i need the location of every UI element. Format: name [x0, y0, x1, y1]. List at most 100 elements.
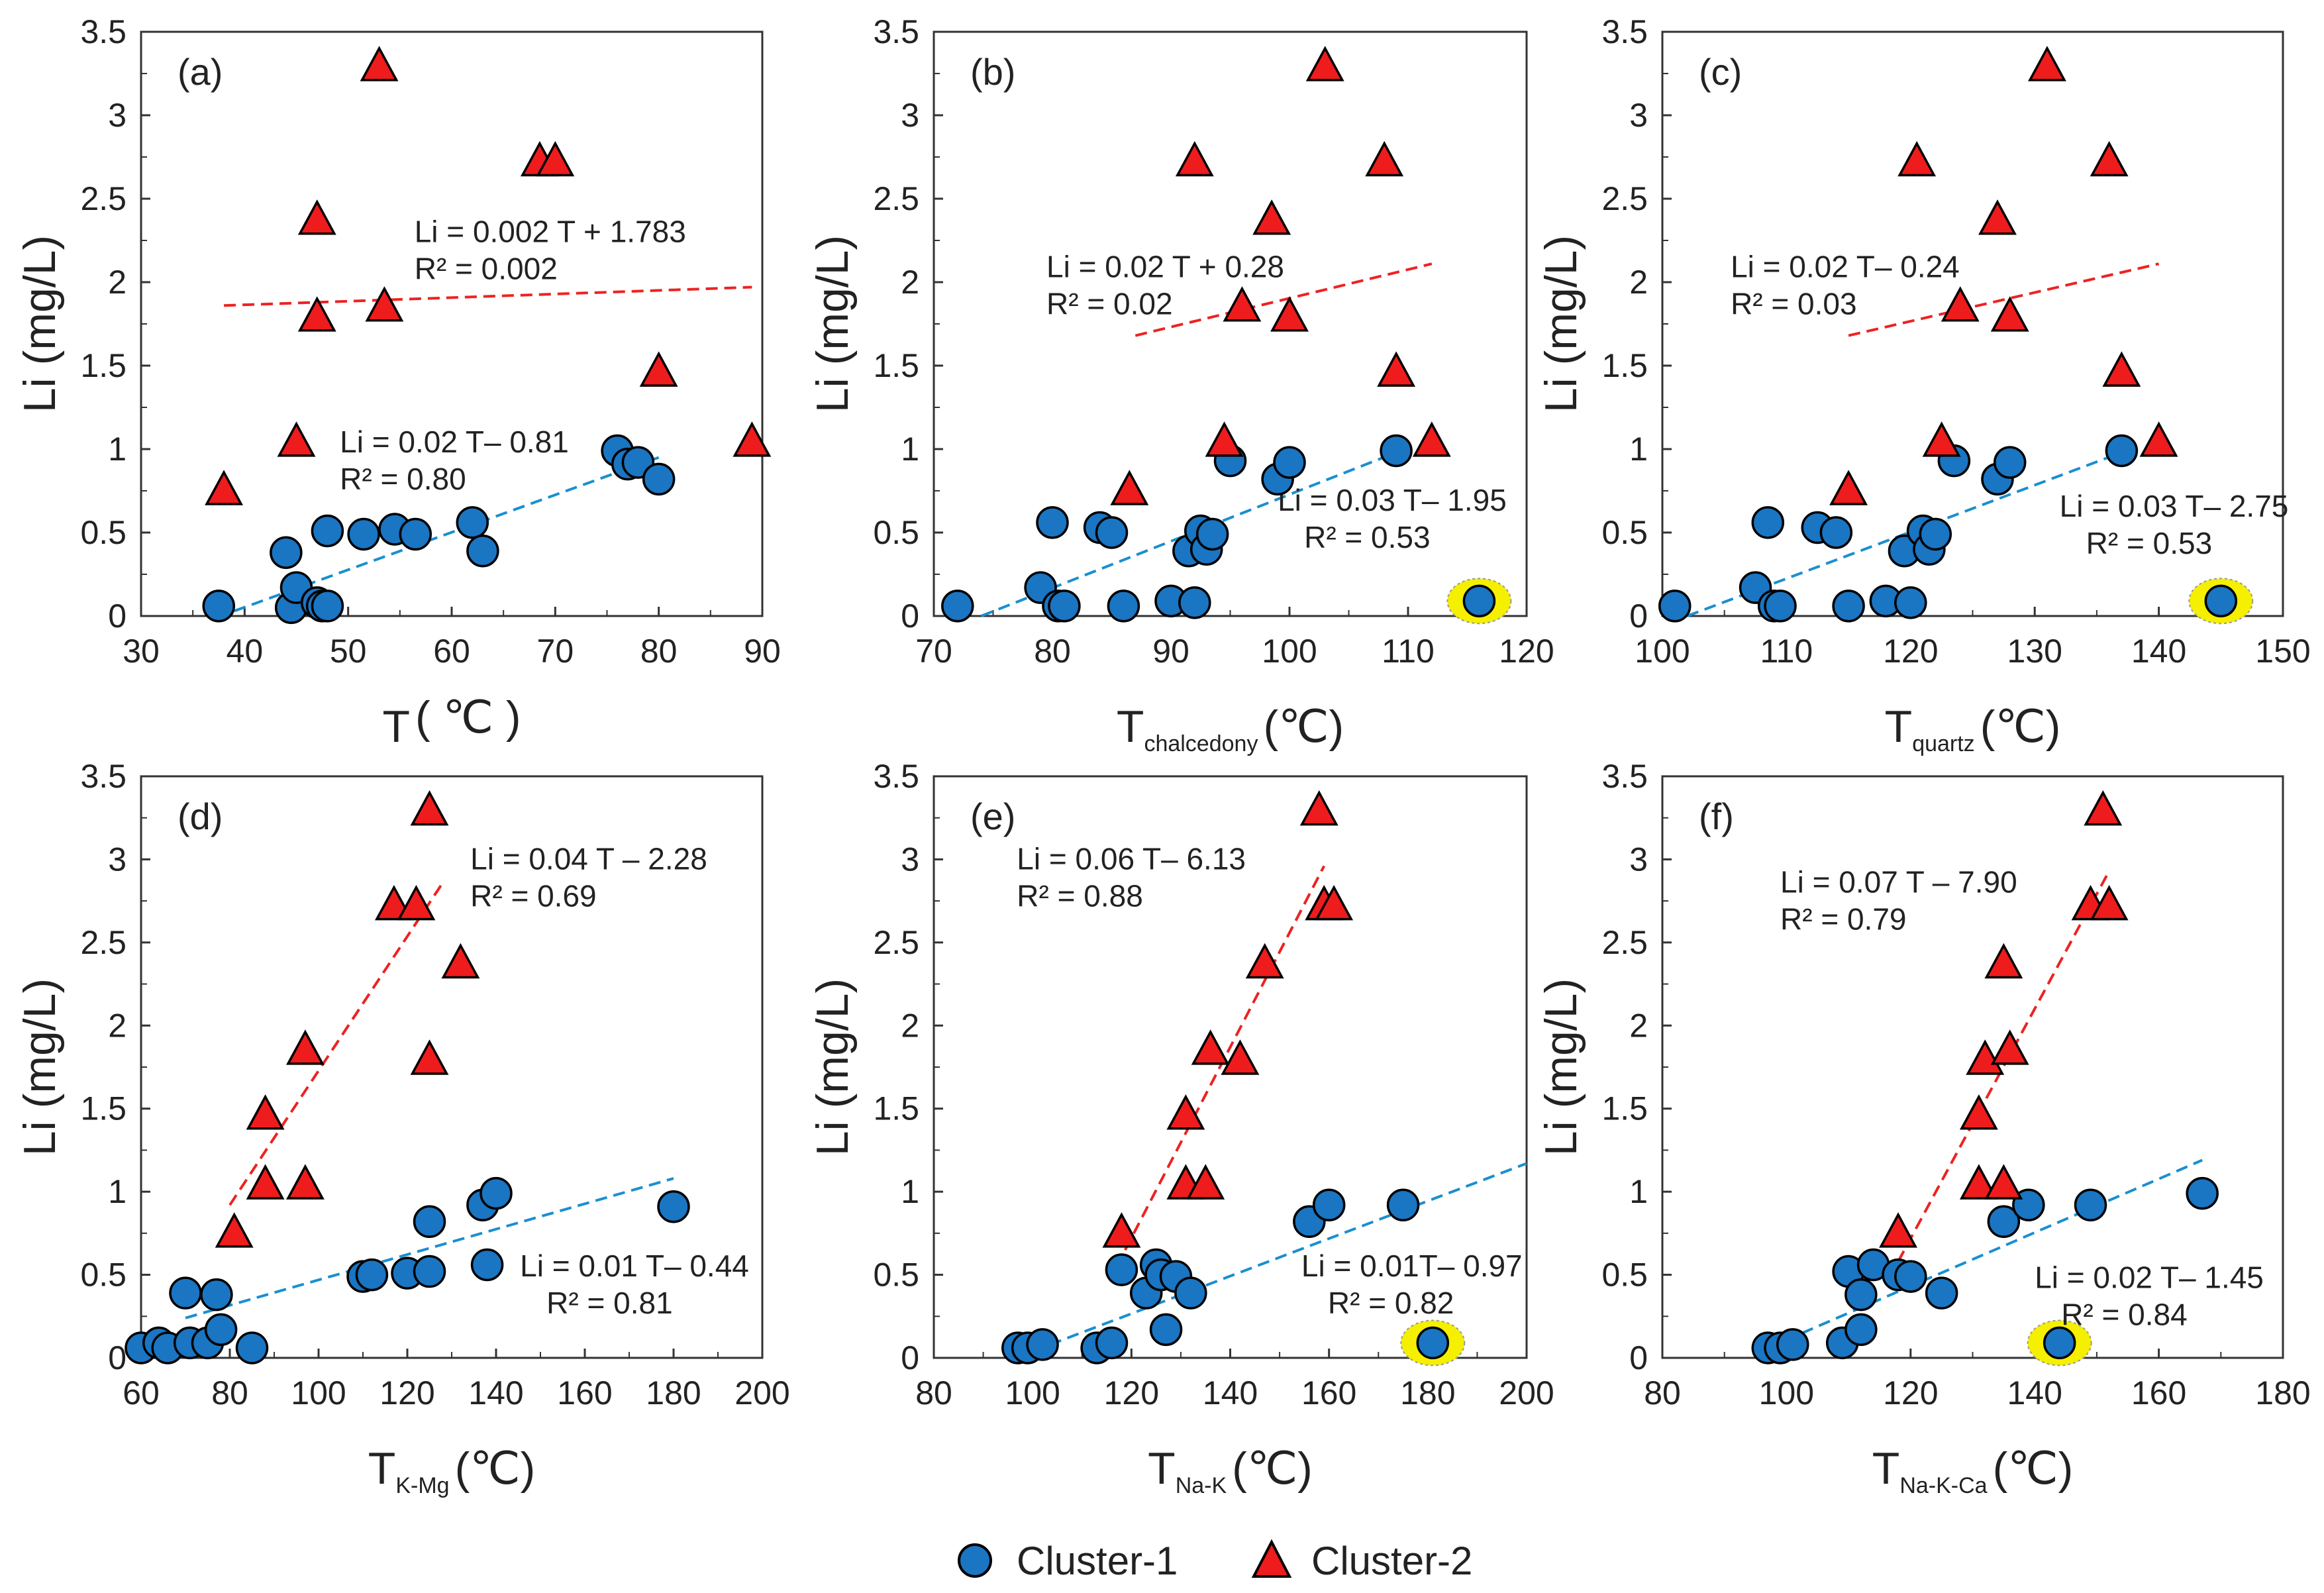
point-cluster-1 [1107, 590, 1140, 623]
legend: Cluster-1 Cluster-2 [958, 1539, 1472, 1583]
point-cluster-2 [1990, 296, 2029, 332]
x-tick-label: 90 [1152, 633, 1189, 670]
y-tick-label: 3 [1629, 841, 1648, 878]
y-tick-label: 2.5 [80, 924, 126, 961]
point-cluster-2 [2139, 421, 2178, 457]
x-label-sub: chalcedony [1144, 731, 1258, 756]
point-cluster-1 [1925, 1276, 1958, 1310]
x-tick-label: 140 [2007, 1374, 2062, 1412]
point-cluster-1 [1416, 1326, 1450, 1360]
point-cluster-1 [2186, 1176, 2219, 1210]
point-cluster-2 [246, 1164, 285, 1200]
point-cluster-2 [1377, 351, 1416, 387]
x-tick-label: 80 [640, 633, 678, 670]
point-cluster-1 [1095, 1326, 1129, 1360]
y-tick-label: 3.5 [80, 758, 126, 795]
point-cluster-2 [2090, 884, 2129, 921]
point-cluster-1 [470, 1248, 504, 1282]
point-cluster-2 [365, 286, 404, 322]
y-axis-label: Li (mg/L) [1536, 235, 1586, 413]
y-tick-label: 2 [108, 264, 126, 301]
point-cluster-2 [1315, 884, 1354, 921]
point-cluster-2 [1305, 46, 1344, 81]
x-label-sub: Na-K [1176, 1473, 1227, 1498]
fit-r2: R² = 0.82 [1328, 1286, 1454, 1320]
legend-marker-cluster-2 [1251, 1539, 1292, 1578]
y-tick-label: 3 [108, 841, 126, 878]
point-cluster-2 [1175, 140, 1214, 177]
x-axis-label: TK-Mg (℃) [368, 1443, 535, 1498]
y-axis-label: Li (mg/L) [807, 978, 858, 1156]
panel-label: (a) [177, 51, 223, 93]
point-cluster-1 [355, 1258, 389, 1292]
x-tick-label: 60 [123, 1374, 160, 1412]
point-cluster-1 [1312, 1188, 1346, 1221]
fit-equation: Li = 0.06 T– 6.13 [1017, 841, 1246, 876]
y-tick-label: 3 [901, 841, 919, 878]
x-label-unit: ( ℃ ) [415, 692, 521, 743]
x-tick-label: 180 [646, 1374, 701, 1412]
point-cluster-1 [1174, 1276, 1207, 1310]
point-cluster-2 [1879, 1212, 1917, 1248]
point-cluster-2 [2102, 351, 2141, 387]
x-axis-label: Tquartz (℃) [1885, 701, 2061, 756]
x-label-unit: (℃) [1993, 1443, 2074, 1494]
x-label-main: T [368, 1443, 396, 1494]
fit-r2: R² = 0.80 [340, 462, 466, 496]
x-tick-label: 80 [1034, 633, 1071, 670]
x-tick-label: 160 [557, 1374, 612, 1412]
x-tick-label: 150 [2255, 633, 2310, 670]
point-cluster-2 [2028, 46, 2066, 81]
point-cluster-1 [270, 536, 303, 569]
point-cluster-2 [1166, 1094, 1205, 1130]
point-cluster-1 [2204, 584, 2238, 618]
y-tick-label: 1 [1629, 1173, 1648, 1210]
point-cluster-2 [215, 1212, 254, 1248]
point-cluster-2 [441, 943, 480, 979]
panel-a: 0 0.5 1 1.5 2 2.5 3 3.5 30 40 50 60 70 80 90 Li (mg/L) T… [15, 13, 781, 752]
legend-label-cluster-1: Cluster-1 [1017, 1539, 1178, 1583]
point-cluster-1 [1894, 586, 1927, 619]
x-tick-label: 120 [1499, 633, 1554, 670]
y-tick-label: 2.5 [873, 180, 919, 217]
plot-frame [933, 30, 1528, 617]
panel-d: 0 0.5 1 1.5 2 2.5 3 3.5 60 80 100 120 140 160 180 200 Li… [15, 758, 790, 1498]
point-cluster-2 [1990, 1029, 2029, 1065]
fit-r2: R² = 0.81 [546, 1286, 673, 1320]
trendline-cluster-1 [185, 1177, 674, 1319]
panel-label: (c) [1699, 51, 1742, 93]
point-cluster-1 [1026, 1328, 1059, 1361]
point-cluster-1 [1993, 446, 2027, 479]
panel-c: 0 0.5 1 1.5 2 2.5 3 3.5 100 110 120 130 140 150 Li (mg… [1536, 13, 2311, 756]
x-tick-label: 70 [537, 633, 574, 670]
x-tick-label: 40 [227, 633, 264, 670]
point-cluster-2 [1191, 1029, 1230, 1065]
fit-r2: R² = 0.69 [470, 878, 597, 913]
y-axis-label: Li (mg/L) [1536, 978, 1586, 1156]
point-cluster-1 [2043, 1326, 2076, 1360]
point-cluster-2 [1412, 421, 1451, 457]
panel-f: 0 0.5 1 1.5 2 2.5 3 3.5 80 100 120 140 160 180 Li (mg/… [1536, 758, 2311, 1498]
y-tick-label: 1.5 [873, 1090, 919, 1127]
x-axis-label: T( ℃ ) [383, 692, 521, 752]
y-tick-label: 3.5 [1601, 13, 1648, 50]
point-cluster-1 [347, 517, 380, 551]
point-cluster-2 [1978, 199, 2017, 235]
point-cluster-1 [311, 514, 344, 548]
trendline-cluster-2 [1115, 865, 1325, 1267]
x-axis-label: Tchalcedony (℃) [1117, 701, 1344, 756]
point-cluster-1 [456, 506, 489, 539]
point-cluster-2 [360, 46, 399, 81]
point-cluster-1 [1764, 590, 1797, 623]
point-cluster-2 [1245, 943, 1284, 979]
y-tick-label: 3.5 [873, 758, 919, 795]
point-cluster-1 [413, 1205, 446, 1239]
point-cluster-2 [1897, 140, 1937, 177]
point-cluster-1 [1894, 1260, 1927, 1293]
point-cluster-2 [1102, 1212, 1141, 1248]
x-label-unit: (℃) [1980, 701, 2061, 752]
y-tick-label: 0 [901, 597, 919, 635]
point-cluster-1 [413, 1255, 446, 1288]
point-cluster-1 [1462, 584, 1496, 618]
